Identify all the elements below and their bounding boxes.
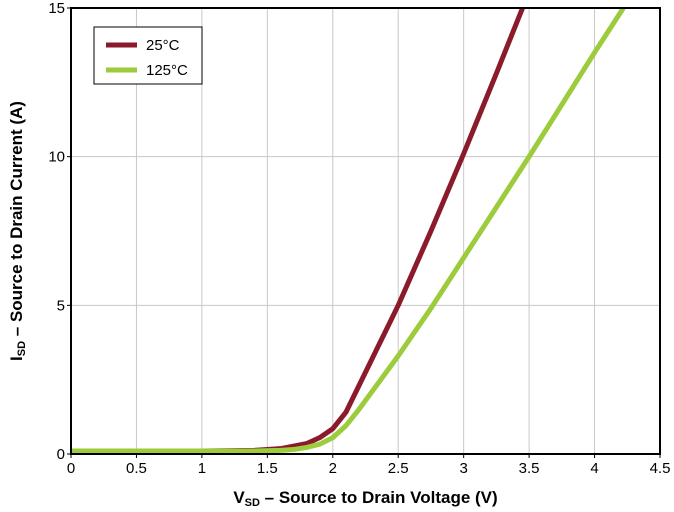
x-tick-label: 4.5 <box>650 460 671 477</box>
y-tick-label: 5 <box>57 297 65 314</box>
x-tick-label: 2 <box>329 460 337 477</box>
tick-layer: 0 0.5 1 1.5 2 2.5 3 3.5 4 4.5 0 5 10 15 <box>48 0 670 477</box>
x-tick-label: 2.5 <box>388 460 409 477</box>
x-tick-label: 4 <box>590 460 598 477</box>
x-tick-label: 0 <box>67 460 75 477</box>
y-axis-label-main: I <box>7 356 26 361</box>
x-axis-label-rest: – Source to Drain Voltage (V) <box>260 488 498 507</box>
legend-box <box>93 26 203 85</box>
x-tick-label: 1 <box>198 460 206 477</box>
x-tick-label: 1.5 <box>257 460 278 477</box>
y-axis-label-sub: SD <box>16 341 28 356</box>
series-layer <box>71 8 626 454</box>
x-axis-label: VSD – Source to Drain Voltage (V) <box>233 488 497 509</box>
x-axis-label-main: V <box>233 488 245 507</box>
y-tick-label: 10 <box>48 149 65 166</box>
x-tick-label: 0.5 <box>126 460 147 477</box>
y-axis-label-rest: – Source to Drain Current (A) <box>7 101 26 341</box>
y-tick-label: 15 <box>48 0 65 17</box>
legend-label: 25°C <box>146 37 180 54</box>
y-axis-label: ISD – Source to Drain Current (A) <box>7 101 28 361</box>
legend-label: 125°C <box>146 62 188 79</box>
series-line <box>71 8 626 454</box>
legend: 25°C 125°C <box>93 26 203 85</box>
x-tick-label: 3 <box>459 460 467 477</box>
x-axis-label-sub: SD <box>245 497 260 509</box>
y-tick-label: 0 <box>57 446 65 463</box>
x-tick-label: 3.5 <box>519 460 540 477</box>
plot-frame <box>70 7 661 455</box>
